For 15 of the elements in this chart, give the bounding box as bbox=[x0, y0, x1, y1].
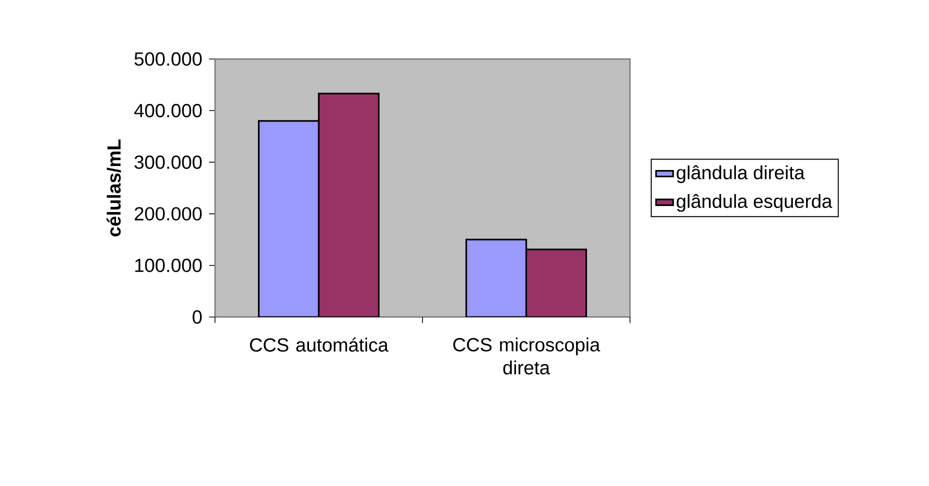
y-axis-title: células/mL bbox=[106, 139, 121, 236]
bar bbox=[258, 120, 320, 317]
bar bbox=[318, 92, 380, 317]
y-tick-label: 100.000 bbox=[135, 258, 202, 272]
x-tick-label: CCS automática bbox=[250, 338, 388, 352]
legend-label: glândula direita bbox=[676, 165, 805, 184]
y-tick-label: 0 bbox=[192, 310, 202, 324]
y-tick-label: 200.000 bbox=[134, 207, 202, 221]
y-tick-label: 500.000 bbox=[134, 52, 202, 66]
y-tick-label: 300.000 bbox=[134, 155, 202, 169]
bar bbox=[465, 238, 528, 317]
bar bbox=[525, 248, 588, 317]
y-tick-label: 400.000 bbox=[134, 104, 202, 118]
x-tick-label: CCS microscopia direta bbox=[453, 338, 600, 374]
legend-label: glândula esquerda bbox=[676, 194, 832, 212]
